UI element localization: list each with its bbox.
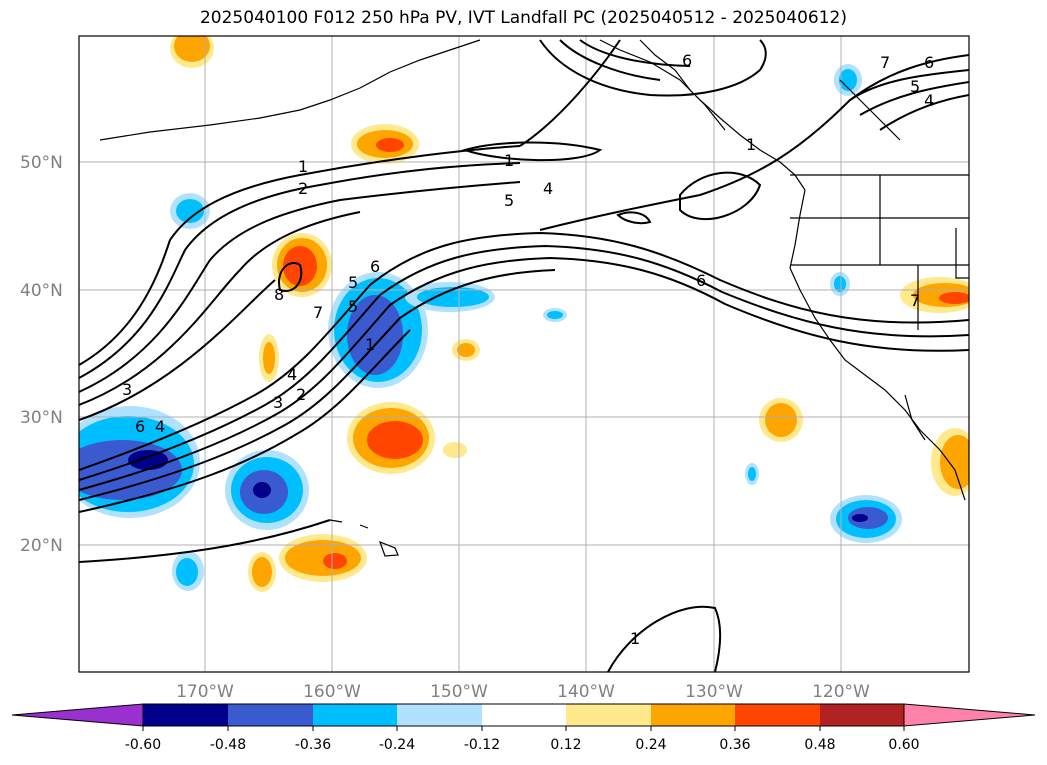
longitude-labels: 170°W 160°W 150°W 140°W 130°W 120°W: [176, 682, 870, 702]
colorbar-segment: [820, 704, 904, 726]
contour-label: 8: [274, 285, 284, 304]
colorbar-extend-max: [903, 703, 1036, 727]
pv-positive-blob: [248, 552, 276, 592]
pv-negative-blob: [830, 495, 902, 543]
contour-label: 2: [296, 385, 306, 404]
colorbar-tick-label: -0.24: [379, 737, 415, 753]
pv-positive-blob: [259, 334, 279, 382]
colorbar-tick-label: -0.36: [295, 737, 331, 753]
colorbar-tick-label: -0.60: [125, 737, 161, 753]
contour-label: 5: [910, 77, 920, 96]
contour-label: 1: [298, 157, 308, 176]
latitude-labels: 50°N 40°N 30°N 20°N: [20, 153, 63, 556]
pv-positive-blob: [279, 534, 367, 582]
pv-positive-blob: [759, 398, 803, 442]
colorbar-tick-label: 0.12: [550, 737, 581, 753]
colorbar-tick-label: 0.48: [804, 737, 835, 753]
lat-label: 20°N: [20, 536, 63, 556]
pv-fill-layer: [79, 36, 969, 592]
contour-label: 4: [155, 417, 165, 436]
pv-negative-blob: [543, 308, 567, 322]
pv-negative-blob: [79, 406, 200, 518]
contour-label: 6: [682, 51, 692, 70]
contour-label: 6: [370, 257, 380, 276]
contour-label: 5: [348, 297, 358, 316]
pv-positive-blob: [170, 36, 214, 68]
contour-label: 7: [880, 53, 890, 72]
colorbar: -0.60 -0.48 -0.36 -0.24 -0.12 0.12 0.24 …: [11, 703, 1036, 753]
pv-positive-blob: [900, 277, 969, 313]
map-frame: [78, 35, 970, 673]
lat-label: 30°N: [20, 408, 63, 428]
contour-label: 6: [696, 271, 706, 290]
colorbar-extend-min: [11, 703, 144, 727]
contour-label: 5: [504, 191, 514, 210]
contour-label: 4: [287, 365, 297, 384]
colorbar-segment: [143, 704, 228, 726]
contour-label: 1: [365, 335, 375, 354]
colorbar-segment: [313, 704, 397, 726]
contour-label: 4: [924, 91, 934, 110]
colorbar-tick-label: 0.60: [888, 737, 919, 753]
colorbar-tick-label: 0.36: [719, 737, 750, 753]
contour-label: 1: [746, 135, 756, 154]
colorbar-segment: [651, 704, 735, 726]
colorbar-segment: [397, 704, 482, 726]
contour-label: 6: [135, 417, 145, 436]
map-title: 2025040100 F012 250 hPa PV, IVT Landfall…: [199, 8, 847, 28]
contour-labels: 1 2 3 4 5 6 7 8 1 4 5 6 7 6 5 4 6 7 1 1 …: [122, 51, 934, 648]
contour-label: 3: [273, 393, 283, 412]
pv-negative-blob: [170, 193, 210, 229]
pv-negative-blob: [225, 450, 309, 530]
lat-label: 50°N: [20, 153, 63, 173]
contour-label: 7: [910, 291, 920, 310]
pv-negative-blob: [745, 463, 759, 485]
lon-label: 170°W: [176, 682, 234, 702]
pv-positive-blob: [931, 428, 969, 496]
colorbar-segment: [566, 704, 651, 726]
contour-label: 4: [543, 179, 553, 198]
lon-label: 120°W: [812, 682, 870, 702]
contour-label: 1: [504, 151, 514, 170]
lon-label: 160°W: [303, 682, 361, 702]
colorbar-tick-label: -0.48: [210, 737, 246, 753]
pv-negative-blob: [172, 551, 204, 591]
contour-label: 6: [924, 53, 934, 72]
colorbar-segment: [735, 704, 820, 726]
pv-negative-blob: [834, 64, 862, 96]
pv-positive-blob: [452, 339, 480, 361]
lon-label: 130°W: [685, 682, 743, 702]
contour-label: 3: [122, 380, 132, 399]
contour-label: 5: [348, 273, 358, 292]
pv-positive-blob: [443, 442, 467, 458]
lat-label: 40°N: [20, 281, 63, 301]
pv-positive-blob: [351, 124, 419, 164]
colorbar-segment: [482, 704, 566, 726]
colorbar-tick-label: 0.24: [635, 737, 666, 753]
contour-label: 7: [313, 303, 323, 322]
contour-label: 2: [298, 179, 308, 198]
contour-label: 1: [630, 629, 640, 648]
colorbar-tick-label: -0.12: [464, 737, 500, 753]
pv-positive-blob: [347, 402, 435, 474]
lon-label: 140°W: [557, 682, 615, 702]
lon-label: 150°W: [430, 682, 488, 702]
pv-negative-blob: [328, 272, 495, 388]
gridlines: [79, 36, 969, 672]
pv-negative-blob: [830, 272, 850, 296]
ivt-contours: [79, 39, 969, 672]
colorbar-segment: [228, 704, 313, 726]
